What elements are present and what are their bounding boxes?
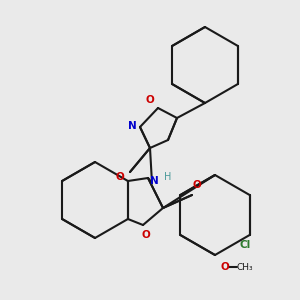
Text: O: O	[142, 230, 150, 240]
Text: O: O	[220, 262, 230, 272]
Text: O: O	[146, 95, 154, 105]
Text: CH₃: CH₃	[237, 262, 253, 272]
Text: Cl: Cl	[239, 240, 250, 250]
Text: N: N	[150, 176, 158, 186]
Text: N: N	[128, 121, 136, 131]
Text: O: O	[193, 180, 201, 190]
Text: O: O	[116, 172, 124, 182]
Text: H: H	[164, 172, 172, 182]
